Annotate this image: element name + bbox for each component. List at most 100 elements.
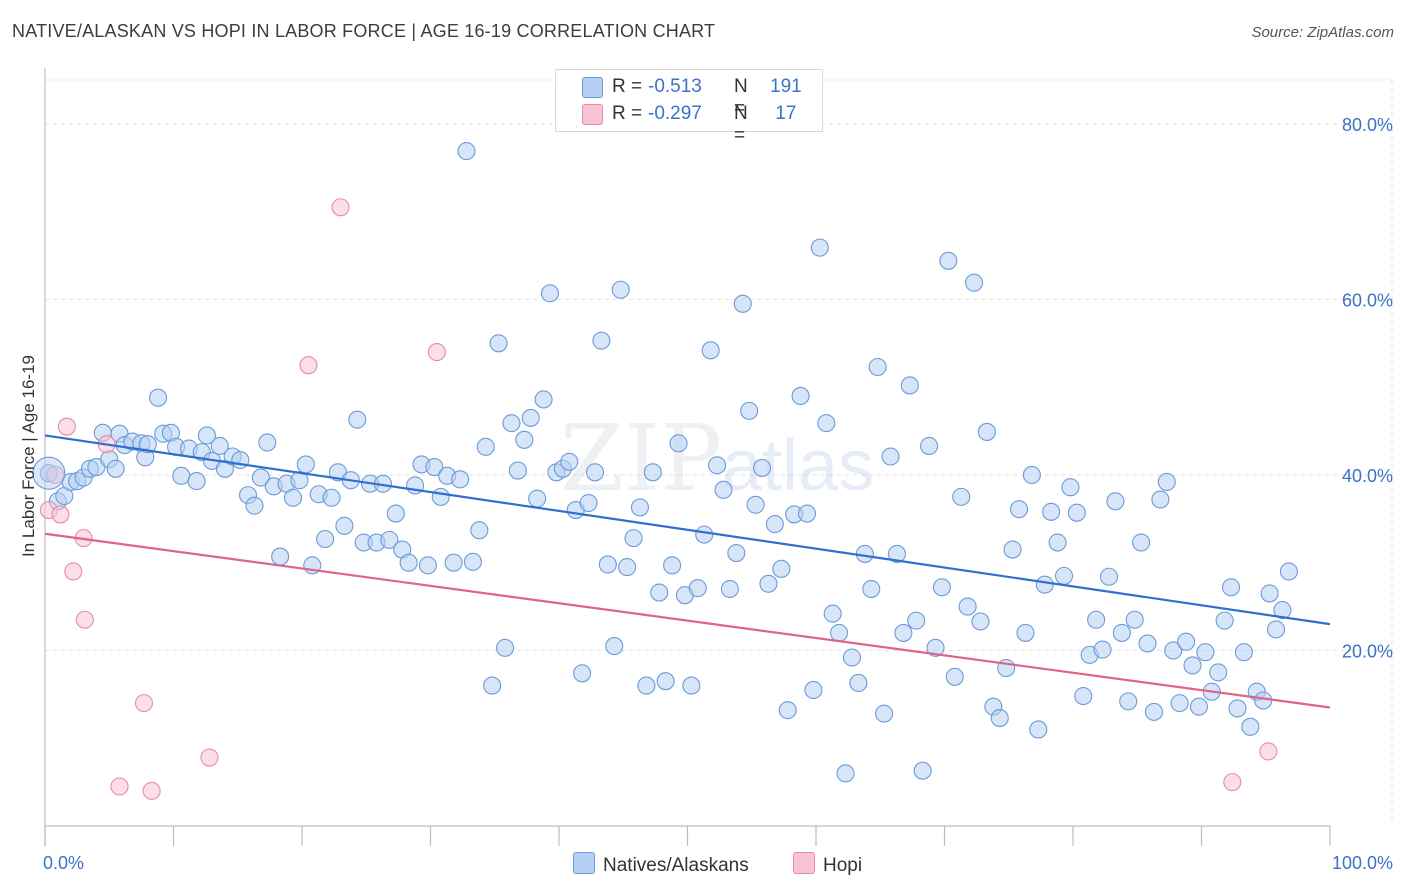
data-point — [200, 748, 219, 767]
data-point — [810, 238, 829, 257]
data-point — [1029, 720, 1048, 739]
legend-r-label: R = — [612, 76, 648, 97]
y-axis-title: In Labor Force | Age 16-19 — [19, 355, 38, 557]
data-point — [1234, 643, 1253, 662]
data-point — [907, 611, 926, 630]
data-point — [611, 280, 630, 299]
data-point — [425, 457, 444, 477]
data-point — [335, 516, 354, 535]
data-point — [1138, 634, 1157, 653]
bottom-legend-label-hopi: Hopi — [823, 855, 863, 876]
data-point — [1016, 623, 1035, 642]
data-point — [778, 701, 797, 720]
data-point — [708, 456, 727, 475]
data-point — [1215, 611, 1234, 630]
data-point — [380, 530, 399, 549]
data-point — [977, 422, 996, 441]
data-point — [887, 544, 907, 563]
data-point — [791, 386, 810, 406]
data-point — [752, 458, 772, 477]
data-point — [797, 504, 817, 523]
data-point — [740, 401, 759, 420]
watermark: ZIP atlas — [560, 405, 874, 512]
axes — [44, 68, 1331, 846]
data-point — [1273, 601, 1292, 620]
data-point — [1048, 533, 1067, 552]
data-point — [483, 676, 502, 695]
data-point — [1099, 567, 1119, 586]
data-point — [630, 498, 650, 517]
data-point — [1170, 694, 1189, 713]
data-point — [348, 410, 367, 429]
data-point — [142, 781, 161, 800]
data-point — [926, 638, 945, 657]
data-point — [476, 437, 495, 456]
data-point — [457, 142, 476, 161]
data-point — [772, 559, 791, 578]
data-point — [444, 553, 463, 572]
data-point — [643, 463, 662, 482]
bottom-legend-swatch-hopi — [793, 852, 815, 874]
legend-box: R = -0.513 N = 191 R = -0.297 N = 17 — [555, 69, 823, 146]
data-point — [316, 529, 335, 549]
data-point — [881, 447, 900, 466]
data-point — [1183, 656, 1202, 675]
data-point — [245, 496, 264, 515]
y-tick-label: 80.0% — [1342, 115, 1393, 135]
data-point — [746, 495, 765, 514]
data-point — [765, 515, 784, 534]
data-point — [990, 708, 1009, 728]
legend-r-value-hopi: -0.297 — [648, 103, 702, 124]
data-point — [842, 648, 862, 667]
data-point — [1241, 717, 1260, 736]
data-point — [1144, 702, 1164, 721]
data-point — [463, 552, 482, 571]
data-point — [1106, 492, 1125, 511]
data-point — [637, 676, 656, 695]
data-point — [573, 664, 592, 683]
data-point — [138, 435, 157, 454]
data-point — [939, 251, 958, 270]
data-point — [650, 583, 669, 602]
data-point — [251, 468, 270, 487]
data-point — [971, 612, 990, 631]
legend-n-label: N = — [734, 76, 748, 119]
data-point — [1260, 584, 1279, 603]
x-tick-label: 0.0% — [43, 853, 84, 873]
bottom-legend-natives: Natives/Alaskans — [573, 852, 749, 877]
data-point — [427, 343, 446, 362]
data-point — [1279, 562, 1298, 581]
data-point — [669, 434, 688, 453]
data-point — [1009, 500, 1029, 519]
data-point — [149, 388, 168, 407]
data-point — [470, 521, 489, 540]
data-point — [299, 356, 318, 375]
data-point — [560, 452, 579, 471]
data-point — [1125, 610, 1144, 629]
data-point — [521, 408, 540, 427]
data-point — [868, 357, 887, 377]
data-point — [920, 436, 939, 456]
data-point — [592, 331, 611, 350]
legend-swatch-natives — [582, 77, 603, 98]
legend-n-label: N = — [734, 103, 748, 146]
data-point — [508, 461, 527, 480]
y-tick-label: 60.0% — [1342, 290, 1393, 310]
data-point — [720, 579, 739, 599]
data-point — [605, 637, 624, 656]
data-point — [836, 764, 855, 783]
data-point — [759, 574, 778, 593]
data-point — [271, 547, 290, 566]
data-point — [894, 623, 913, 642]
data-point — [695, 525, 714, 544]
trend-line — [44, 532, 1331, 709]
data-point — [57, 417, 76, 436]
data-point — [733, 294, 752, 313]
legend-r-value-natives: -0.513 — [648, 76, 702, 97]
data-point — [830, 623, 849, 642]
data-point — [875, 704, 894, 723]
data-point — [210, 436, 229, 456]
data-point — [51, 505, 70, 524]
data-point — [1196, 643, 1215, 662]
